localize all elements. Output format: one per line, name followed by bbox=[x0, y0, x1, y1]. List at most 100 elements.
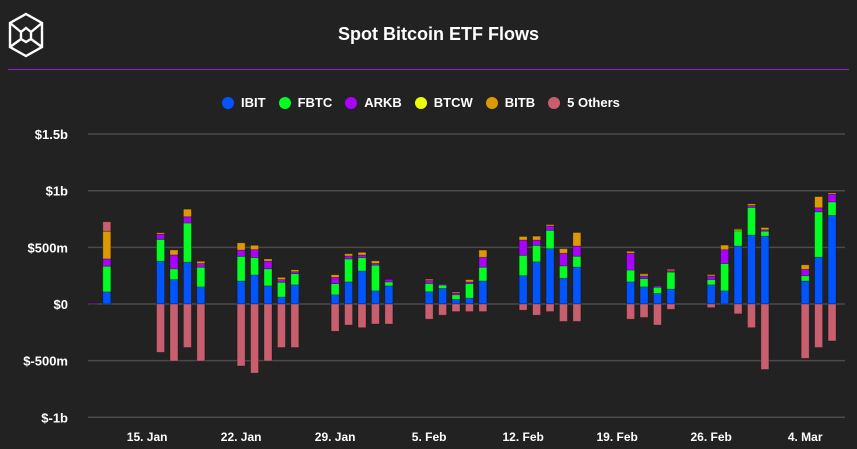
bar-bitb-feb-1[interactable] bbox=[371, 260, 380, 264]
bar-fbtc-jan-22[interactable] bbox=[236, 255, 246, 282]
bar-5-others-feb-29[interactable] bbox=[747, 303, 756, 329]
bar-fbtc-jan-29[interactable] bbox=[330, 283, 340, 296]
bar-ibit-jan-19[interactable] bbox=[196, 286, 206, 305]
bar-fbtc-feb-9[interactable] bbox=[478, 266, 488, 282]
bar-ibit-feb-27[interactable] bbox=[720, 290, 730, 305]
bar-fbtc-feb-14[interactable] bbox=[545, 229, 555, 250]
bar-bitb-feb-14[interactable] bbox=[545, 224, 555, 227]
bar-ibit-jan-16[interactable] bbox=[156, 260, 165, 305]
bar-bitb-mar-4[interactable] bbox=[800, 264, 810, 270]
legend-item-btcw[interactable]: BTCW bbox=[414, 95, 473, 110]
bar-fbtc-feb-27[interactable] bbox=[720, 263, 730, 292]
bar-5-others-jan-29[interactable] bbox=[330, 303, 340, 332]
bar-5-others-feb-6[interactable] bbox=[438, 303, 447, 316]
bar-5-others-feb-5[interactable] bbox=[424, 303, 434, 320]
bar-bitb-feb-29[interactable] bbox=[747, 203, 756, 206]
bar-arkb-feb-20[interactable] bbox=[626, 252, 635, 271]
bar-5-others-jan-12[interactable] bbox=[102, 221, 112, 232]
bar-5-others-feb-22[interactable] bbox=[653, 303, 662, 326]
bar-ibit-jan-23[interactable] bbox=[250, 274, 259, 305]
legend-item-5-others[interactable]: 5 Others bbox=[548, 95, 620, 110]
bar-fbtc-feb-26[interactable] bbox=[706, 279, 716, 286]
bar-fbtc-jan-16[interactable] bbox=[156, 239, 165, 262]
bar-bitb-jan-25[interactable] bbox=[277, 276, 286, 281]
bar-arkb-feb-26[interactable] bbox=[706, 275, 716, 280]
bar-ibit-feb-26[interactable] bbox=[706, 284, 716, 305]
bar-ibit-feb-16[interactable] bbox=[572, 266, 582, 305]
bar-ibit-feb-21[interactable] bbox=[639, 286, 649, 305]
bar-bitb-jan-26[interactable] bbox=[290, 269, 300, 273]
bar-ibit-jan-30[interactable] bbox=[344, 281, 353, 305]
bar-ibit-feb-2[interactable] bbox=[384, 285, 394, 305]
bar-5-others-jan-16[interactable] bbox=[156, 303, 165, 353]
bar-ibit-feb-7[interactable] bbox=[451, 298, 461, 305]
bar-btcw-feb-21[interactable] bbox=[639, 274, 649, 277]
legend-item-fbtc[interactable]: FBTC bbox=[278, 95, 332, 110]
bar-fbtc-feb-29[interactable] bbox=[747, 207, 756, 236]
bar-5-others-jan-17[interactable] bbox=[169, 303, 179, 362]
bar-arkb-jan-16[interactable] bbox=[156, 233, 165, 240]
bar-bitb-jan-30[interactable] bbox=[344, 253, 353, 257]
bar-arkb-jan-29[interactable] bbox=[330, 276, 340, 285]
bar-5-others-jan-24[interactable] bbox=[263, 303, 273, 362]
bar-fbtc-mar-5[interactable] bbox=[814, 211, 824, 258]
bar-ibit-mar-5[interactable] bbox=[814, 256, 824, 305]
bar-fbtc-jan-31[interactable] bbox=[357, 257, 367, 272]
bar-bitb-feb-13[interactable] bbox=[532, 235, 541, 241]
bar-5-others-feb-2[interactable] bbox=[384, 303, 394, 325]
bar-arkb-feb-9[interactable] bbox=[478, 256, 488, 268]
bar-5-others-feb-12[interactable] bbox=[518, 303, 528, 311]
bar-ibit-jan-12[interactable] bbox=[102, 291, 112, 305]
bar-ibit-jan-24[interactable] bbox=[263, 285, 273, 305]
bar-bitb-jan-29[interactable] bbox=[330, 274, 340, 278]
bar-5-others-mar-5[interactable] bbox=[814, 303, 824, 348]
bar-fbtc-jan-17[interactable] bbox=[169, 268, 179, 281]
bar-5-others-feb-13[interactable] bbox=[532, 303, 541, 316]
bar-fbtc-jan-12[interactable] bbox=[102, 265, 112, 293]
bar-fbtc-feb-20[interactable] bbox=[626, 269, 635, 283]
bar-arkb-feb-13[interactable] bbox=[532, 239, 541, 246]
bar-bitb-jan-22[interactable] bbox=[236, 242, 246, 251]
bar-5-others-feb-9[interactable] bbox=[478, 303, 488, 312]
bar-arkb-mar-5[interactable] bbox=[814, 207, 824, 213]
bar-bitb-jan-19[interactable] bbox=[196, 260, 206, 264]
bar-5-others-feb-20[interactable] bbox=[626, 303, 635, 320]
bar-fbtc-jan-25[interactable] bbox=[277, 281, 286, 298]
bar-ibit-feb-13[interactable] bbox=[532, 261, 541, 305]
bar-arkb-jan-17[interactable] bbox=[169, 254, 179, 270]
bar-5-others-feb-1[interactable] bbox=[371, 303, 380, 325]
legend-item-ibit[interactable]: IBIT bbox=[222, 95, 266, 110]
bar-fbtc-jan-18[interactable] bbox=[183, 222, 192, 263]
bar-bitb-feb-28[interactable] bbox=[733, 228, 743, 231]
bar-bitb-jan-31[interactable] bbox=[357, 251, 367, 256]
bar-5-others-feb-16[interactable] bbox=[572, 303, 582, 322]
bar-ibit-feb-5[interactable] bbox=[424, 291, 434, 305]
bar-bitb-jan-18[interactable] bbox=[183, 208, 192, 218]
bar-arkb-jan-19[interactable] bbox=[196, 263, 206, 268]
bar-5-others-jan-31[interactable] bbox=[357, 303, 367, 329]
bar-fbtc-feb-13[interactable] bbox=[532, 245, 541, 263]
bar-ibit-feb-20[interactable] bbox=[626, 281, 635, 305]
bar-fbtc-feb-22[interactable] bbox=[653, 286, 662, 294]
bar-bitb-feb-23[interactable] bbox=[666, 268, 676, 272]
bar-fbtc-jan-24[interactable] bbox=[263, 268, 273, 287]
bar-bitb-mar-6[interactable] bbox=[827, 192, 837, 195]
bar-bitb-feb-8[interactable] bbox=[465, 279, 474, 283]
bar-fbtc-feb-8[interactable] bbox=[465, 283, 474, 299]
bar-5-others-jan-26[interactable] bbox=[290, 303, 300, 348]
bar-arkb-jan-22[interactable] bbox=[236, 249, 246, 257]
bar-ibit-jan-25[interactable] bbox=[277, 296, 286, 305]
bar-ibit-feb-23[interactable] bbox=[666, 288, 676, 305]
bar-5-others-jan-23[interactable] bbox=[250, 303, 259, 374]
bar-ibit-jan-26[interactable] bbox=[290, 284, 300, 305]
bar-5-others-mar-6[interactable] bbox=[827, 303, 837, 342]
bar-bitb-feb-15[interactable] bbox=[559, 248, 568, 254]
bar-arkb-jan-24[interactable] bbox=[263, 260, 273, 270]
bar-arkb-feb-15[interactable] bbox=[559, 252, 568, 267]
bar-arkb-feb-16[interactable] bbox=[572, 245, 582, 257]
bar-bitb-feb-7[interactable] bbox=[451, 291, 461, 294]
bar-fbtc-feb-5[interactable] bbox=[424, 283, 434, 293]
bar-5-others-feb-26[interactable] bbox=[706, 303, 716, 309]
bar-arkb-jan-26[interactable] bbox=[290, 271, 300, 275]
bar-5-others-jan-18[interactable] bbox=[183, 303, 192, 348]
